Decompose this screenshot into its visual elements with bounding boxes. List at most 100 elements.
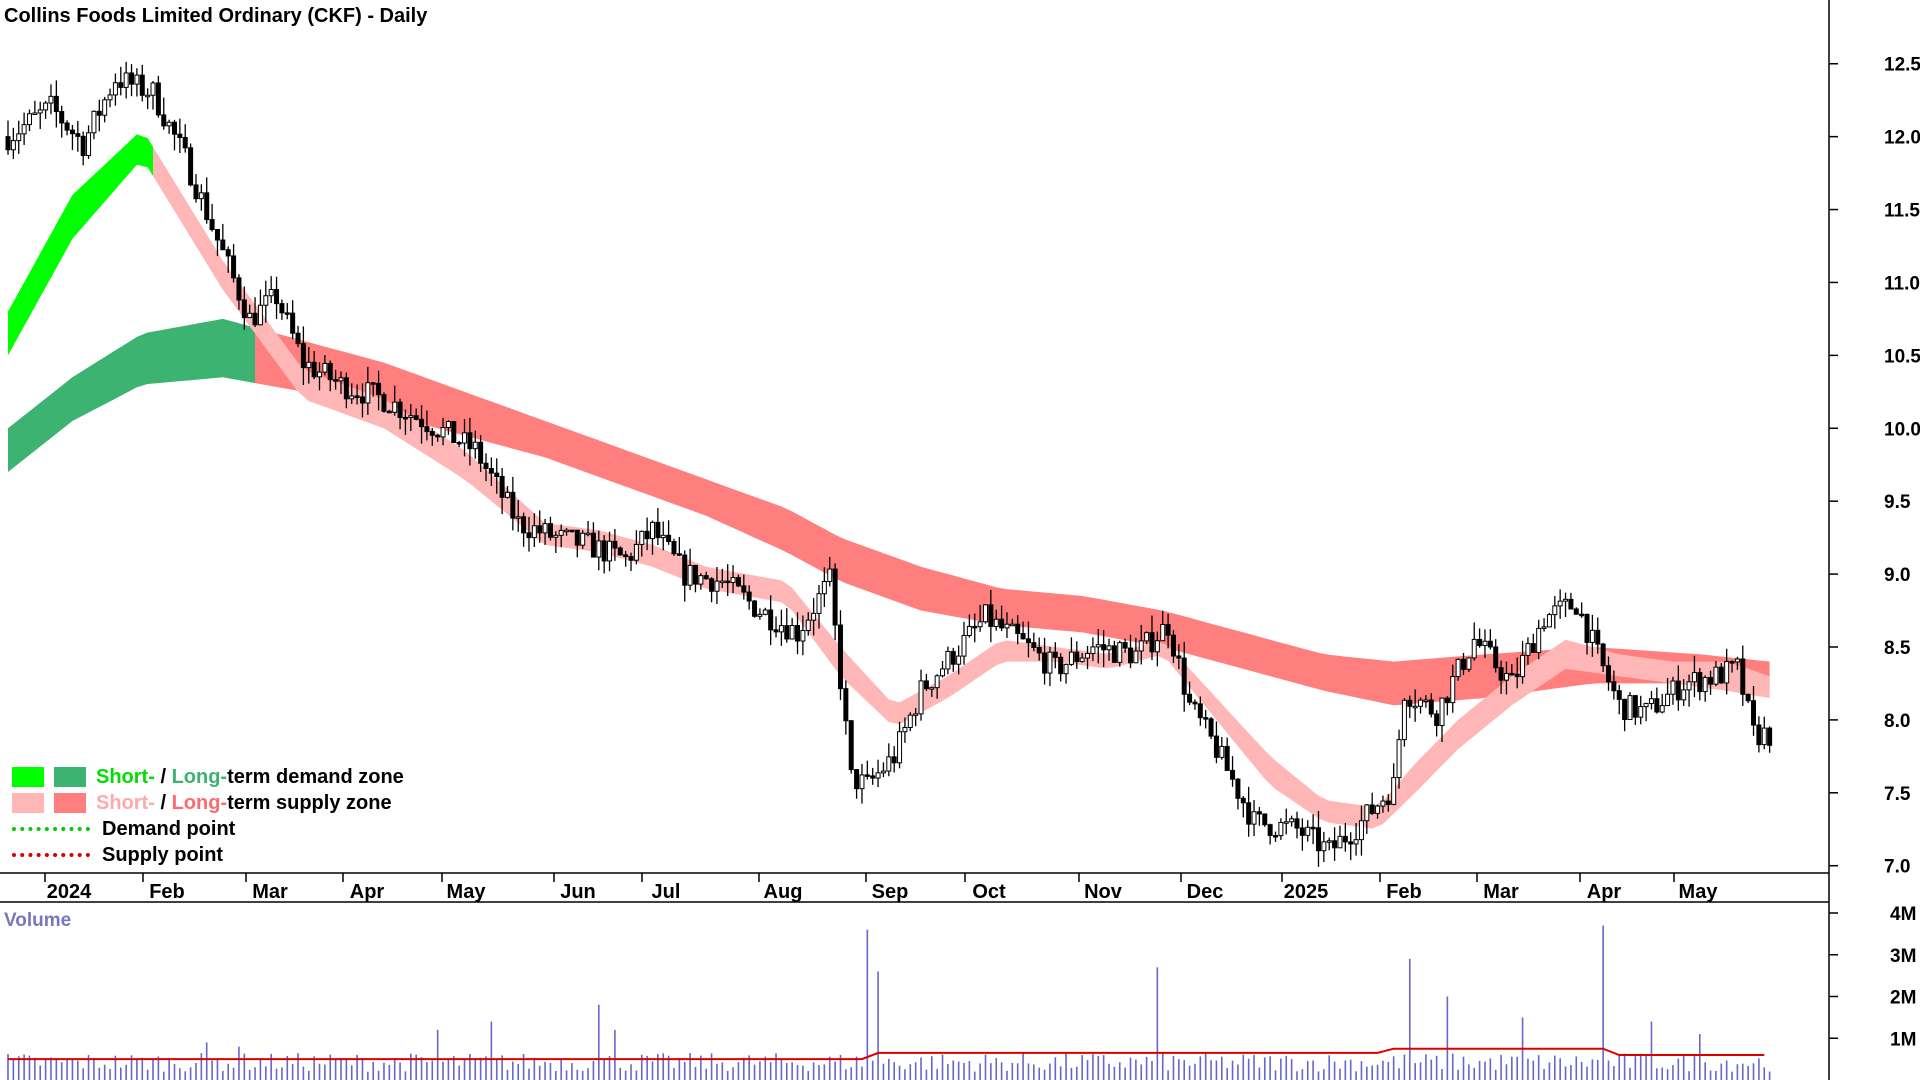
- candle-body: [1251, 811, 1257, 825]
- candle-body: [43, 102, 49, 111]
- candle-body: [1632, 695, 1638, 718]
- candle-body: [762, 609, 768, 615]
- volume-panel: [7, 925, 1771, 1080]
- legend-separator: /: [154, 766, 172, 788]
- candle-body: [913, 713, 919, 716]
- candle-body: [752, 600, 758, 617]
- candle-body: [1305, 826, 1311, 836]
- candle-body: [1702, 677, 1708, 693]
- candle-body: [268, 288, 274, 297]
- candle-body: [279, 303, 285, 314]
- candle-body: [821, 580, 827, 595]
- candle-body: [644, 530, 650, 540]
- x-tick-label: Sep: [872, 881, 909, 903]
- candle-body: [1718, 666, 1724, 684]
- candle-body: [96, 110, 102, 116]
- candle-body: [956, 655, 962, 665]
- y-tick-label: 7.0: [1884, 857, 1910, 878]
- candle-body: [21, 124, 27, 135]
- candle-body: [193, 184, 199, 200]
- candle-body: [816, 593, 822, 614]
- candle-body: [1568, 598, 1574, 610]
- candle-body: [1337, 835, 1343, 849]
- candle-body: [155, 82, 161, 116]
- legend-long-supply-label: Long-: [171, 792, 228, 814]
- candle-body: [1332, 840, 1338, 849]
- candle-body: [26, 113, 32, 126]
- candle-body: [1310, 826, 1316, 830]
- candle-body: [1122, 642, 1128, 649]
- legend-separator: /: [154, 792, 172, 814]
- candle-body: [827, 568, 833, 582]
- candle-body: [1090, 646, 1096, 655]
- candle-body: [102, 99, 108, 116]
- legend-demand-zone: Short- / Long- term demand zone: [12, 764, 404, 790]
- candle-body: [601, 540, 607, 562]
- candle-body: [1734, 658, 1740, 663]
- candle-body: [306, 361, 312, 369]
- candle-body: [1321, 841, 1327, 852]
- candle-body: [435, 434, 441, 438]
- candle-body: [317, 371, 323, 378]
- x-tick-label: May: [1679, 881, 1719, 903]
- x-tick-label: Feb: [1386, 881, 1422, 903]
- candle-body: [145, 94, 151, 98]
- candle-body: [1487, 640, 1493, 648]
- candle-body: [1396, 739, 1402, 779]
- candle-body: [547, 523, 553, 538]
- candle-body: [848, 720, 854, 771]
- candle-body: [1579, 613, 1585, 617]
- candle-body: [123, 72, 129, 88]
- candle-body: [1117, 642, 1123, 663]
- long-demand-swatch: [54, 767, 86, 787]
- candle-body: [1740, 658, 1746, 695]
- candle-body: [1165, 624, 1171, 636]
- legend-supply-text: term supply zone: [227, 792, 392, 814]
- candle-body: [462, 432, 468, 444]
- candle-body: [633, 543, 639, 561]
- candle-body: [53, 95, 59, 113]
- candle-body: [585, 532, 591, 536]
- candle-body: [1133, 650, 1139, 664]
- supply-point-swatch: [12, 853, 90, 857]
- candle-body: [1106, 645, 1112, 651]
- candle-body: [424, 426, 430, 433]
- candle-body: [327, 362, 333, 381]
- candle-body: [1267, 824, 1273, 836]
- candle-body: [1278, 821, 1284, 837]
- candle-body: [1385, 800, 1391, 805]
- candle-body: [1138, 640, 1144, 652]
- chart-title: Collins Foods Limited Ordinary (CKF) - D…: [4, 5, 428, 27]
- candle-body: [558, 529, 564, 536]
- volume-axis: 4M 3M 2M 1M: [1829, 904, 1916, 1050]
- time-axis: 2024 Feb Mar Apr May Jun Jul Aug Sep Oct Nov Dec 202…: [44, 873, 1719, 903]
- candle-body: [1020, 633, 1026, 640]
- candle-body: [757, 613, 763, 617]
- candle-body: [37, 109, 43, 114]
- candle-body: [859, 774, 865, 790]
- candle-body: [580, 532, 586, 546]
- candle-body: [982, 604, 988, 623]
- candle-body: [1079, 657, 1085, 662]
- candle-body: [1675, 680, 1681, 701]
- candle-body: [1482, 640, 1488, 647]
- candle-body: [1144, 632, 1150, 642]
- candle-body: [966, 625, 972, 636]
- candle-body: [1595, 629, 1601, 645]
- candle-body: [709, 578, 715, 592]
- candle-body: [1584, 613, 1590, 643]
- candle-body: [1697, 672, 1703, 693]
- candle-body: [451, 421, 457, 444]
- candle-body: [5, 136, 11, 151]
- short-supply-band: [153, 146, 1770, 829]
- candle-body: [198, 192, 204, 200]
- y-tick-label: 10.5: [1884, 346, 1920, 367]
- candle-body: [886, 756, 892, 772]
- candle-body: [1708, 677, 1714, 685]
- legend-long-demand-label: Long-: [171, 766, 228, 788]
- candle-body: [1230, 769, 1236, 780]
- candle-body: [1052, 651, 1058, 658]
- x-tick-label: May: [447, 881, 487, 903]
- short-supply-swatch: [12, 793, 44, 813]
- candle-body: [1176, 655, 1182, 659]
